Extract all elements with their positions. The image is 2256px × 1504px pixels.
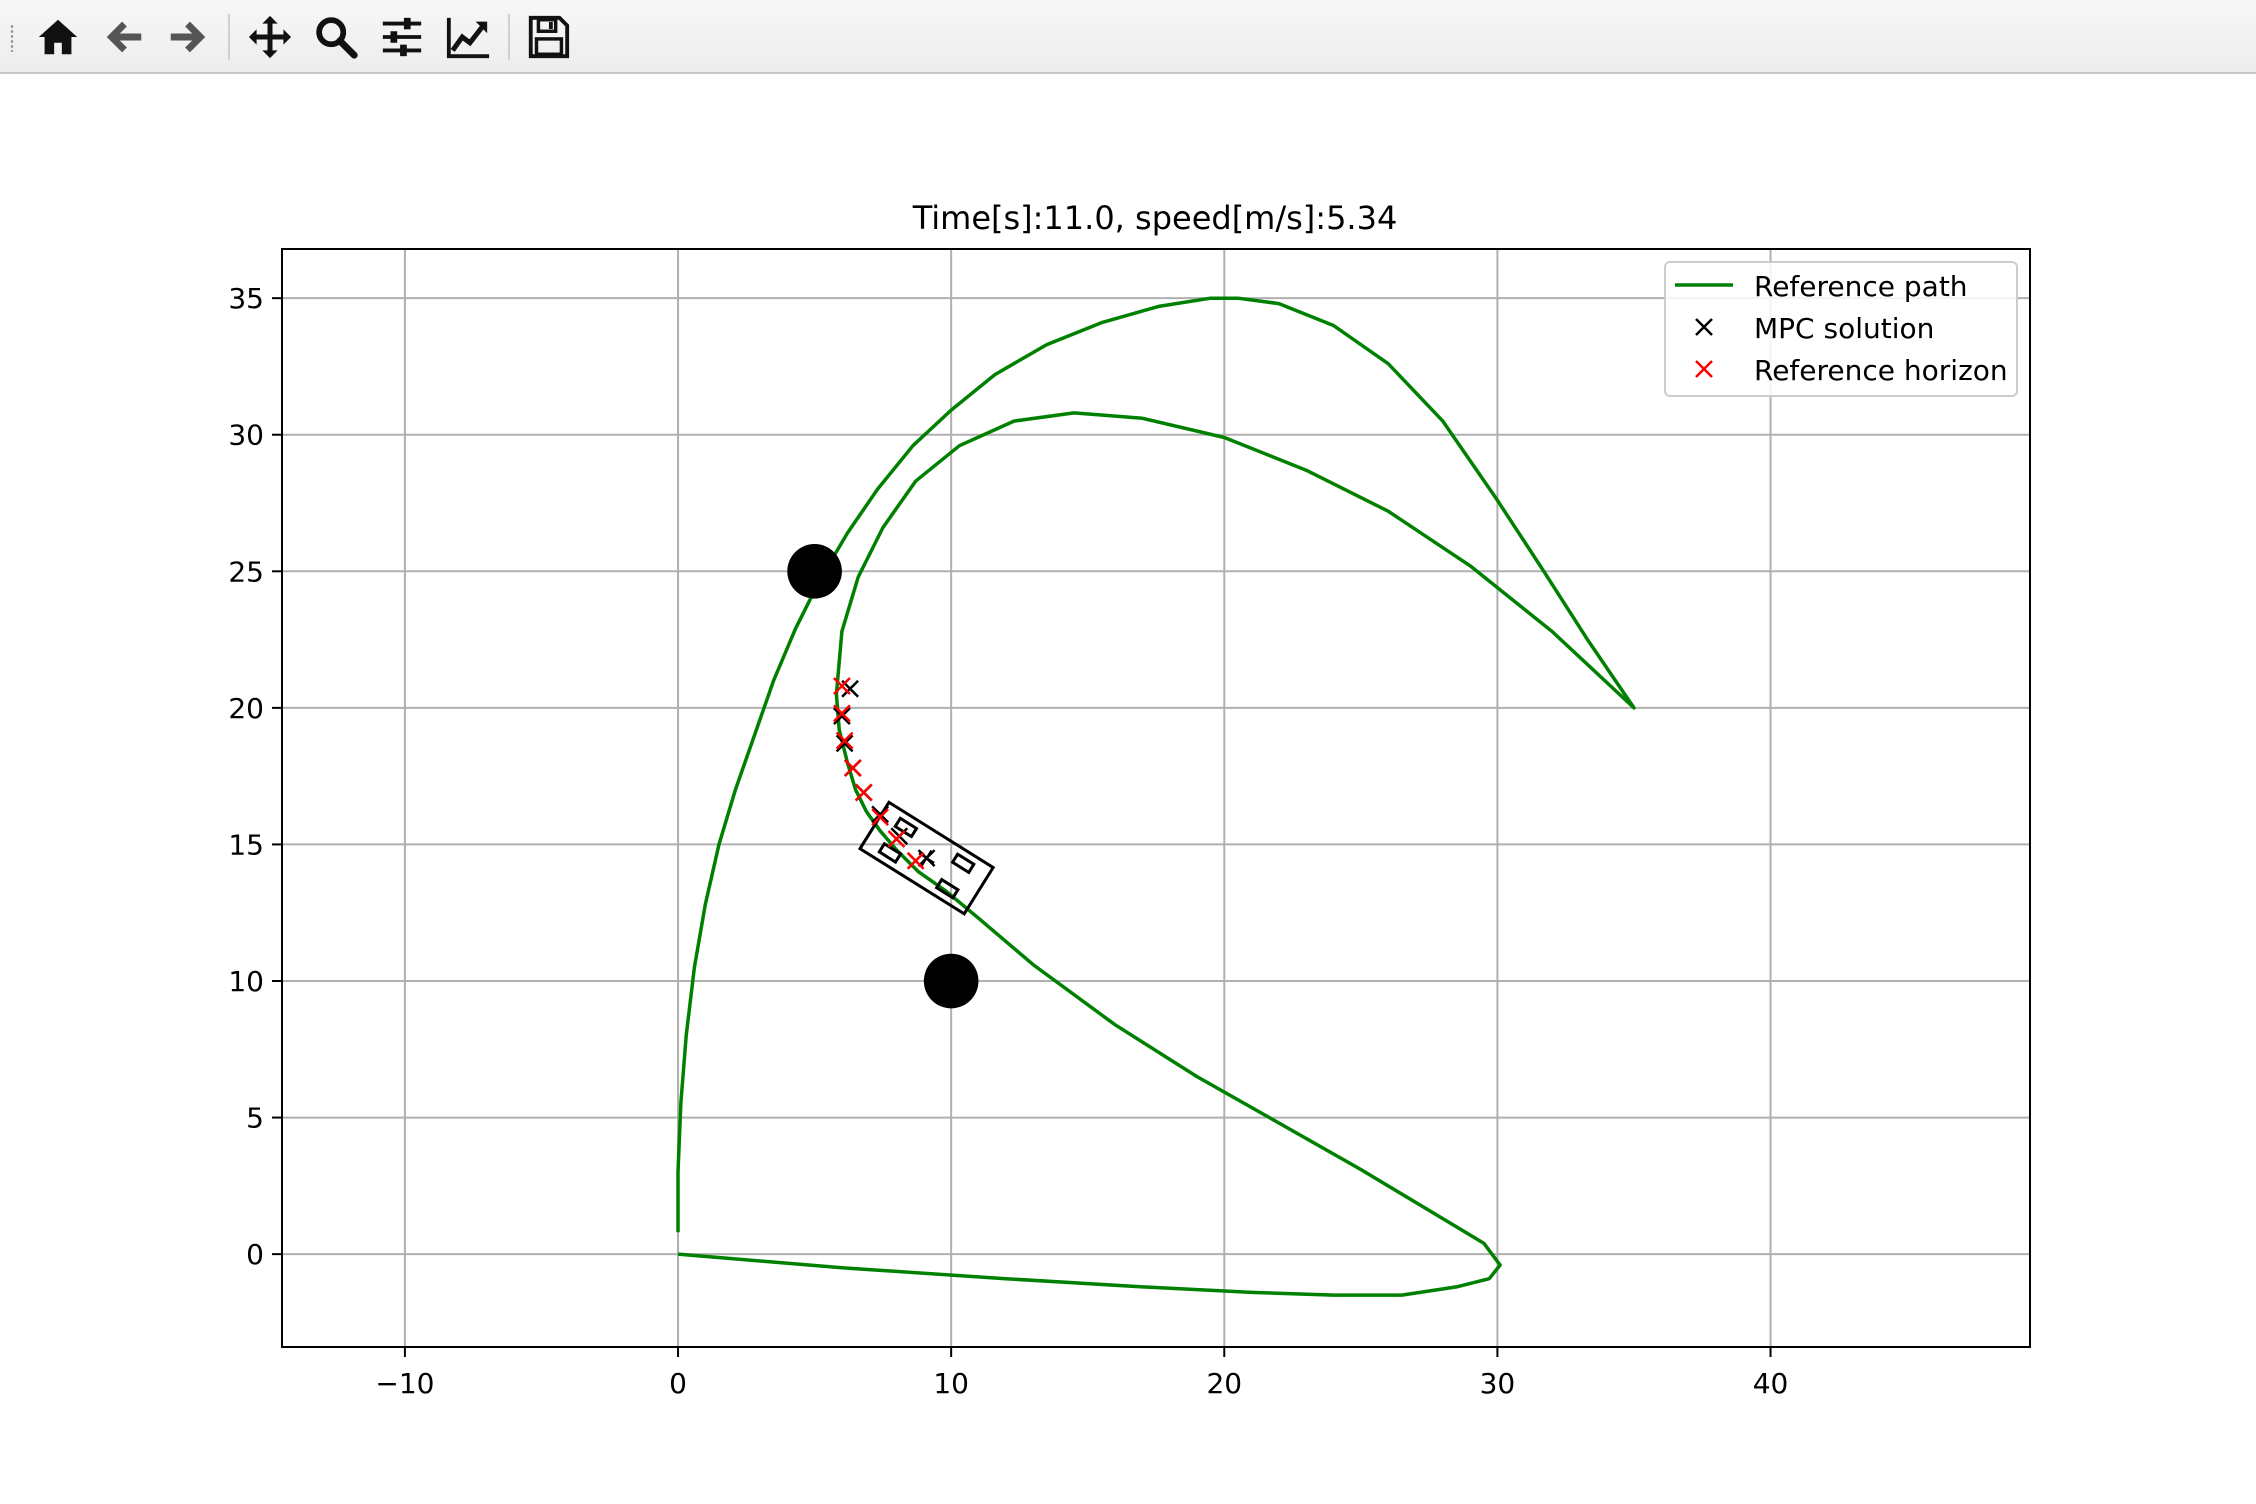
mpc-solution-marker [833, 707, 851, 725]
mpc-solution-marker [835, 734, 854, 753]
vehicle-body [857, 800, 996, 916]
x-tick-label: 10 [933, 1367, 969, 1400]
y-tick-label: 35 [228, 282, 264, 315]
toolbar-grip [10, 24, 14, 52]
legend-box [1664, 261, 2018, 397]
x-tick-label: 40 [1753, 1367, 1789, 1400]
reference-horizon-marker [833, 677, 851, 695]
reference-horizon-marker [854, 783, 873, 802]
y-tick-label: 30 [228, 419, 264, 452]
pan-button[interactable] [242, 10, 298, 64]
vehicle-wheel [877, 841, 903, 865]
chart-figure: Time[s]:11.0, speed[m/s]:5.34 −10 0 10 20 30… [0, 74, 2256, 1504]
edit-axis-button[interactable] [440, 10, 496, 64]
edit-axis-chart-icon [446, 17, 490, 59]
grid-lines [282, 249, 2030, 1347]
home-button[interactable] [30, 10, 86, 64]
vehicle [857, 800, 996, 916]
toolbar-separator [508, 14, 510, 60]
toolbar-separator [228, 14, 230, 60]
mpc-solution-marker [917, 849, 936, 867]
legend-label-reference-path: Reference path [1754, 270, 1968, 303]
legend-label-mpc-solution: MPC solution [1754, 312, 1934, 345]
pan-move-icon [248, 15, 292, 59]
mpc-solution-marker [871, 805, 890, 824]
x-tick-label: 30 [1480, 1367, 1516, 1400]
save-floppy-icon [528, 15, 570, 59]
reference-horizon-marker [887, 830, 906, 848]
axis-ticks: −10 0 10 20 30 40 0 5 10 15 20 25 30 35 [228, 282, 1788, 1400]
subplots-sliders-icon [382, 17, 422, 57]
legend: Reference path MPC solution Reference ho… [1664, 261, 2018, 397]
reference-horizon-marker [835, 731, 854, 750]
x-tick-label: 20 [1206, 1367, 1242, 1400]
plot-area [676, 296, 1636, 1297]
legend-marker-reference-horizon [1695, 360, 1713, 378]
reference-horizon-marker [906, 851, 925, 870]
back-arrow-icon [106, 21, 142, 53]
y-tick-label: 10 [228, 965, 264, 998]
legend-marker-mpc-solution [1695, 318, 1713, 336]
subplots-button[interactable] [374, 10, 430, 64]
save-button[interactable] [520, 10, 576, 64]
home-icon [38, 19, 78, 55]
reference-horizon-marker [871, 808, 890, 827]
vehicle-wheel [934, 877, 960, 900]
obstacle-circle [787, 543, 842, 599]
legend-label-reference-horizon: Reference horizon [1754, 354, 2008, 387]
reference-horizon-marker [843, 759, 862, 777]
axes-frame [281, 248, 2031, 1348]
vehicle-wheel [950, 852, 976, 875]
y-tick-label: 25 [228, 555, 264, 588]
zoom-button[interactable] [308, 10, 364, 64]
zoom-magnifier-icon [316, 17, 358, 59]
reference-horizon-marker [833, 704, 851, 723]
toolbar [0, 0, 2256, 74]
chart-title: Time[s]:11.0, speed[m/s]:5.34 [912, 199, 1398, 237]
y-tick-label: 20 [228, 692, 264, 725]
x-tick-label: 0 [669, 1367, 687, 1400]
y-tick-label: 0 [246, 1238, 264, 1271]
y-tick-label: 15 [228, 828, 264, 861]
forward-arrow-icon [170, 21, 206, 53]
forward-button[interactable] [160, 10, 216, 64]
y-tick-label: 5 [246, 1102, 264, 1135]
obstacle-circle [923, 953, 979, 1009]
back-button[interactable] [96, 10, 152, 64]
x-tick-label: −10 [375, 1367, 434, 1400]
